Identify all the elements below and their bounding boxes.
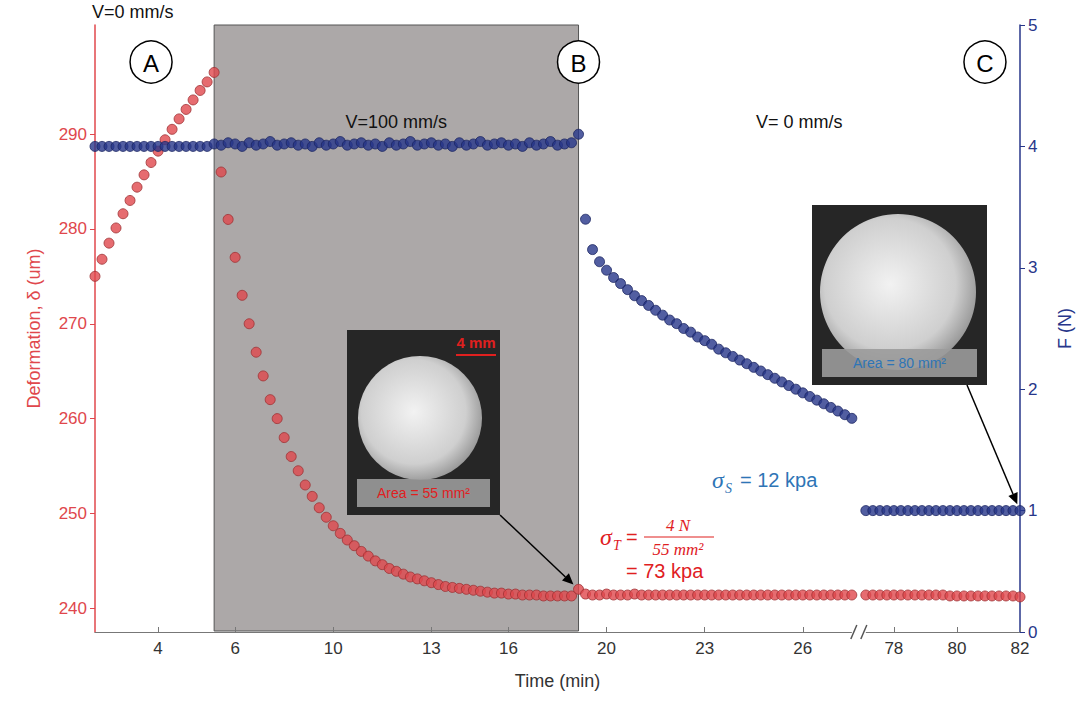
svg-text:82: 82 <box>1011 639 1030 658</box>
svg-text:F (N): F (N) <box>1055 308 1075 349</box>
svg-text:S: S <box>725 481 732 496</box>
svg-text:T: T <box>613 538 622 553</box>
svg-text:Area = 55 mm²: Area = 55 mm² <box>377 485 470 501</box>
svg-text:= 73 kpa: = 73 kpa <box>626 560 704 582</box>
svg-text:80: 80 <box>947 639 966 658</box>
svg-text:4 mm: 4 mm <box>456 334 495 351</box>
svg-text:250: 250 <box>59 504 87 523</box>
svg-text:B: B <box>571 50 587 77</box>
svg-text:4: 4 <box>1028 137 1037 156</box>
svg-text:Time (min): Time (min) <box>515 671 600 691</box>
svg-text:Area = 80 mm²: Area = 80 mm² <box>853 355 946 371</box>
svg-text:3: 3 <box>1028 258 1037 277</box>
svg-text:V=0 mm/s: V=0 mm/s <box>92 2 174 22</box>
svg-text:290: 290 <box>59 125 87 144</box>
svg-text:V= 0 mm/s: V= 0 mm/s <box>756 112 843 132</box>
svg-text:A: A <box>143 50 159 77</box>
svg-text:Deformation, δ (um): Deformation, δ (um) <box>24 248 44 408</box>
svg-text:4: 4 <box>153 639 162 658</box>
svg-text:= 12 kpa: = 12 kpa <box>740 469 818 491</box>
svg-text:0: 0 <box>1028 622 1038 642</box>
svg-text:σ: σ <box>712 467 725 493</box>
svg-text:260: 260 <box>59 409 87 428</box>
svg-text:2: 2 <box>1028 380 1037 399</box>
svg-text:σ: σ <box>600 524 613 550</box>
svg-text:55 mm²: 55 mm² <box>653 540 705 559</box>
svg-text:20: 20 <box>597 639 616 658</box>
svg-text:13: 13 <box>422 639 441 658</box>
svg-text:16: 16 <box>499 639 518 658</box>
svg-text:280: 280 <box>59 219 87 238</box>
svg-text:5: 5 <box>1028 16 1037 35</box>
svg-text:=: = <box>626 526 638 548</box>
svg-text:78: 78 <box>884 639 903 658</box>
svg-text:V=100 mm/s: V=100 mm/s <box>346 112 448 132</box>
svg-text:23: 23 <box>695 639 714 658</box>
svg-text:1: 1 <box>1028 501 1037 520</box>
svg-text:C: C <box>976 50 993 77</box>
svg-text:26: 26 <box>793 639 812 658</box>
svg-text:4 N: 4 N <box>666 516 692 535</box>
svg-text:240: 240 <box>59 599 87 618</box>
svg-text:270: 270 <box>59 314 87 333</box>
svg-text:6: 6 <box>230 639 239 658</box>
svg-text:10: 10 <box>324 639 343 658</box>
